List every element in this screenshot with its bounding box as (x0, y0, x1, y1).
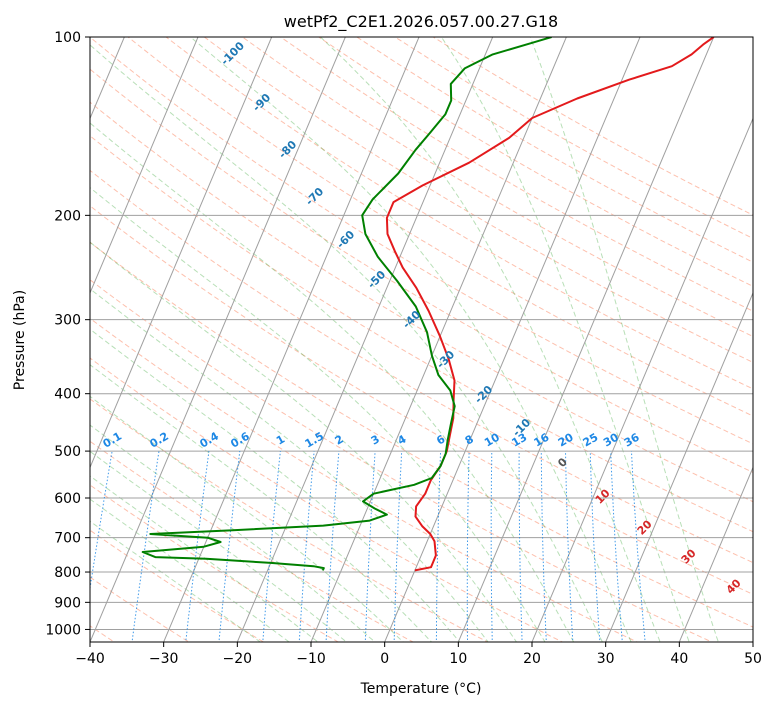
mixing-ratio-line (518, 451, 523, 642)
mixing-ratio-line (466, 451, 470, 642)
x-tick-label: 50 (744, 651, 762, 667)
isotherm (605, 291, 753, 642)
plot-background (90, 37, 753, 642)
isotherm (90, 37, 199, 295)
moist-adiabat (90, 498, 290, 642)
dry-adiabat (317, 37, 753, 287)
isotherm (90, 37, 346, 642)
y-tick-label: 100 (54, 30, 81, 46)
moist-adiabat (90, 44, 603, 642)
mixing-ratio-line (490, 451, 493, 642)
mixing-ratio-line (298, 451, 315, 642)
y-axis: 100 200 300 400 500 600 700 800 900 1000 (45, 30, 90, 638)
x-axis: −40 −30 −20 −10 0 10 20 30 40 50 (75, 642, 762, 667)
x-axis-title: Temperature (°C) (360, 681, 482, 697)
x-tick-label: −30 (149, 651, 179, 667)
dry-adiabat (127, 37, 753, 417)
background-lines (90, 37, 753, 642)
moist-adiabat (90, 395, 404, 642)
mixing-ratio-line (540, 451, 547, 642)
dry-adiabat (90, 398, 489, 642)
mixing-ratio-line (631, 451, 646, 642)
x-tick-label: 10 (449, 651, 467, 667)
moist-adiabat (90, 122, 575, 642)
moist-adiabat (320, 37, 661, 642)
y-tick-label: 700 (54, 531, 81, 547)
moist-adiabat (90, 288, 489, 642)
dry-adiabat (165, 37, 753, 390)
isotherm (457, 37, 715, 642)
x-tick-label: 0 (380, 651, 389, 667)
dry-adiabat (90, 169, 753, 564)
y-tick-label: 400 (54, 387, 81, 403)
dry-adiabat (241, 37, 753, 338)
moist-adiabat (190, 37, 632, 642)
mixing-ratio-line (610, 451, 623, 642)
y-tick-label: 900 (54, 595, 81, 611)
dry-adiabat (90, 205, 753, 595)
isotherm (752, 640, 753, 642)
x-tick-label: −20 (223, 651, 253, 667)
mixing-ratio-line (185, 451, 210, 642)
dry-adiabat (90, 37, 753, 445)
mixing-ratio-line (90, 451, 113, 592)
isotherm (163, 37, 420, 642)
moist-adiabat (90, 186, 546, 642)
y-tick-label: 500 (54, 444, 81, 460)
isotherm (310, 37, 567, 642)
y-tick-label: 1000 (45, 622, 81, 638)
y-tick-label: 200 (54, 208, 81, 224)
x-tick-label: 20 (523, 651, 541, 667)
dry-adiabat (279, 37, 753, 312)
temperature-line (385, 37, 715, 572)
mixing-ratio-line (218, 451, 241, 642)
chart-title: wetPf2_C2E1.2026.057.00.27.G18 (284, 12, 558, 32)
moist-adiabat (90, 241, 518, 642)
dry-adiabat (90, 135, 753, 533)
mixing-ratio-line (131, 451, 160, 642)
dry-adiabat (203, 37, 753, 363)
dry-adiabat (90, 68, 753, 473)
isotherm (90, 37, 273, 469)
y-tick-label: 300 (54, 313, 81, 329)
mixing-ratio-line (565, 451, 574, 642)
mixing-ratio-line (364, 451, 376, 642)
dry-adiabat (90, 317, 639, 642)
moist-adiabat (90, 450, 348, 642)
y-axis-title: Pressure (hPa) (12, 290, 28, 390)
mixing-ratio-line (393, 451, 403, 642)
plot-frame (89, 36, 754, 643)
dry-adiabat (90, 357, 564, 642)
isotherm (531, 117, 753, 642)
isotherm (678, 466, 753, 642)
x-tick-label: 30 (597, 651, 615, 667)
moist-adiabat (529, 37, 719, 642)
dewpoint-line (141, 37, 552, 571)
moist-adiabat (90, 424, 376, 642)
dry-adiabat (90, 440, 414, 642)
profile-lines (141, 37, 715, 572)
mixing-ratio-line (262, 451, 281, 642)
mixing-ratio-line (435, 451, 442, 642)
y-tick-label: 800 (54, 565, 81, 581)
dry-adiabat (90, 529, 265, 642)
mixing-ratio-line (325, 451, 340, 642)
isotherm (236, 37, 494, 642)
dry-adiabat (90, 241, 753, 628)
dry-adiabat (90, 484, 340, 642)
x-tick-label: −10 (296, 651, 326, 667)
dry-adiabat (90, 101, 753, 503)
moist-adiabat (90, 364, 433, 642)
y-tick-label: 600 (54, 491, 81, 507)
moist-adiabat (440, 37, 690, 642)
mixing-ratio-line (589, 451, 601, 642)
x-tick-label: −40 (75, 651, 105, 667)
moist-adiabat (90, 520, 262, 642)
x-tick-label: 40 (670, 651, 688, 667)
isotherm (384, 37, 641, 642)
